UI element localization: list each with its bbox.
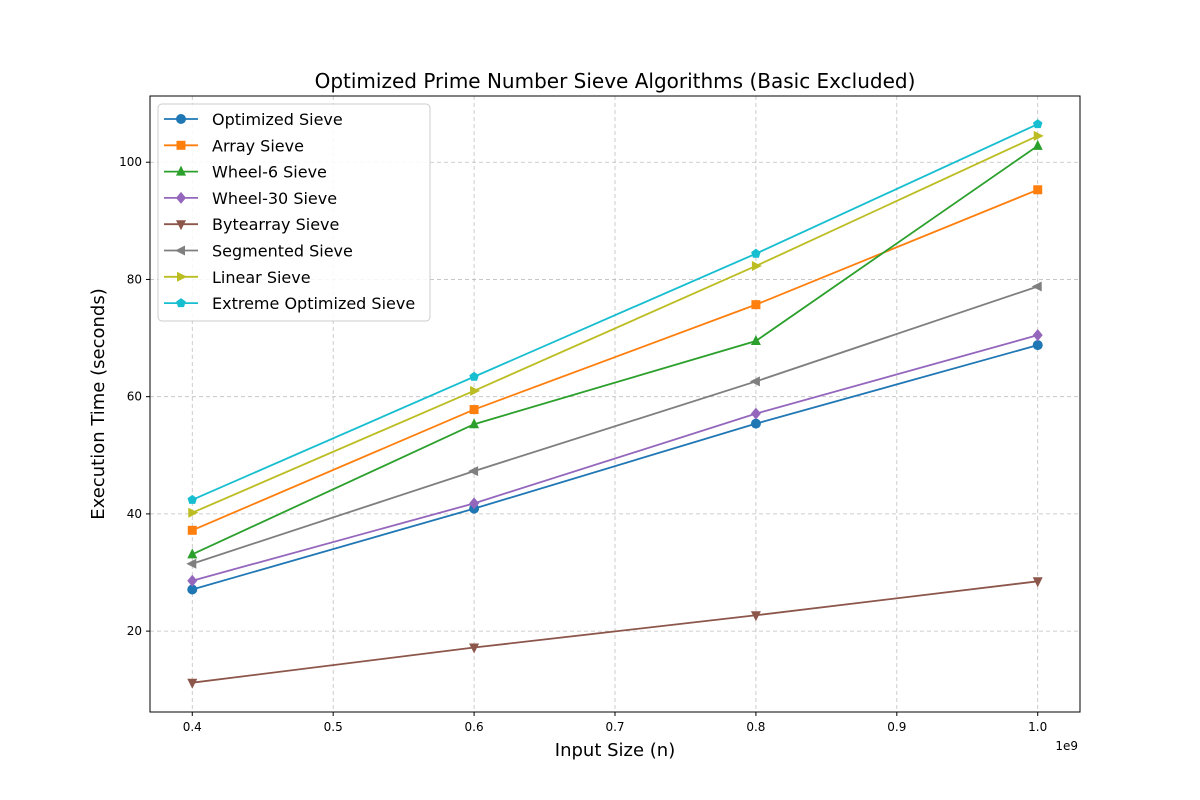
y-tick-label: 20: [127, 624, 142, 638]
legend-label: Extreme Optimized Sieve: [212, 294, 415, 313]
series-6: [188, 130, 1044, 518]
series-line: [191, 285, 1039, 565]
legend-marker: [176, 298, 186, 308]
legend-label: Segmented Sieve: [212, 242, 353, 261]
data-point: [751, 260, 762, 271]
data-point: [188, 507, 199, 518]
data-point: [187, 574, 198, 587]
data-point: [751, 300, 761, 310]
data-point: [1032, 340, 1043, 351]
legend-label: Bytearray Sieve: [212, 215, 339, 234]
data-point: [469, 643, 480, 654]
data-point: [1031, 281, 1042, 292]
data-point: [1032, 119, 1043, 129]
series-line: [191, 145, 1039, 556]
legend-entry: Extreme Optimized Sieve: [164, 294, 415, 313]
data-point: [469, 405, 479, 415]
legend-entry: Segmented Sieve: [164, 242, 353, 261]
data-point: [750, 334, 761, 345]
x-offset-label: 1e9: [1055, 739, 1078, 753]
data-point: [468, 466, 479, 477]
data-point: [187, 584, 198, 595]
y-axis-label: Execution Time (seconds): [88, 288, 109, 519]
legend-label: Linear Sieve: [212, 268, 311, 287]
series-2: [187, 139, 1043, 559]
y-tick-label: 60: [127, 390, 142, 404]
series-line: [191, 188, 1039, 532]
legend-marker: [176, 165, 186, 176]
x-tick-label: 0.9: [887, 720, 906, 734]
legend-marker: [176, 140, 186, 150]
legend-marker: [176, 191, 186, 204]
x-axis-ticks: 0.4 0.5 0.6 0.7 0.8 0.9 1.0: [183, 712, 1047, 734]
series-layer: [186, 119, 1044, 689]
data-point: [1033, 185, 1043, 195]
data-point: [470, 385, 481, 396]
series-line: [192, 344, 1038, 591]
x-tick-label: 0.4: [183, 720, 202, 734]
data-point: [186, 558, 197, 569]
y-axis-ticks: 20 40 60 80 100: [119, 155, 150, 638]
series-line: [192, 580, 1038, 684]
legend-entry: Optimized Sieve: [164, 110, 343, 129]
legend-label: Optimized Sieve: [212, 110, 343, 129]
x-tick-label: 0.6: [465, 720, 484, 734]
data-point: [187, 678, 198, 689]
series-1: [187, 185, 1043, 535]
data-point: [749, 376, 760, 387]
legend-marker: [176, 220, 186, 231]
y-tick-label: 100: [119, 155, 142, 169]
data-point: [751, 248, 761, 258]
legend-marker: [177, 271, 187, 282]
legend-entry: Linear Sieve: [164, 268, 311, 287]
legend-entry: Wheel-30 Sieve: [164, 189, 337, 208]
data-point: [750, 407, 761, 420]
chart-title: Optimized Prime Number Sieve Algorithms …: [315, 69, 916, 93]
y-tick-label: 40: [127, 507, 142, 521]
data-point: [187, 525, 197, 535]
legend-label: Array Sieve: [212, 136, 304, 155]
legend-box: [157, 103, 431, 322]
x-tick-label: 0.7: [605, 720, 624, 734]
legend-entry: Bytearray Sieve: [164, 215, 339, 234]
data-point: [750, 418, 761, 429]
legend-marker: [176, 114, 186, 124]
x-axis-label: Input Size (n): [555, 740, 675, 761]
data-point: [1032, 577, 1043, 588]
y-tick-label: 80: [127, 272, 142, 286]
series-4: [187, 577, 1043, 689]
legend-entry: Wheel-6 Sieve: [164, 163, 327, 182]
series-5: [186, 281, 1042, 569]
x-tick-label: 1.0: [1028, 720, 1047, 734]
legend: Optimized Sieve Array Sieve Wheel-6 Sieve W…: [157, 103, 431, 322]
legend-label: Wheel-30 Sieve: [212, 189, 337, 208]
legend-entry: Array Sieve: [164, 136, 304, 155]
data-point: [1032, 139, 1043, 150]
series-line: [192, 334, 1038, 582]
series-3: [187, 329, 1043, 587]
data-point: [469, 497, 480, 510]
x-tick-label: 0.8: [746, 720, 765, 734]
data-point: [1032, 329, 1043, 342]
legend-marker: [175, 245, 185, 256]
x-tick-label: 0.5: [324, 720, 343, 734]
series-line: [191, 135, 1039, 514]
data-point: [1033, 130, 1044, 141]
legend-label: Wheel-6 Sieve: [212, 163, 327, 182]
data-point: [187, 548, 198, 559]
series-line: [191, 123, 1039, 501]
data-point: [187, 494, 198, 504]
data-point: [750, 611, 761, 622]
data-point: [469, 371, 479, 381]
data-point: [469, 418, 480, 429]
series-7: [187, 119, 1043, 504]
